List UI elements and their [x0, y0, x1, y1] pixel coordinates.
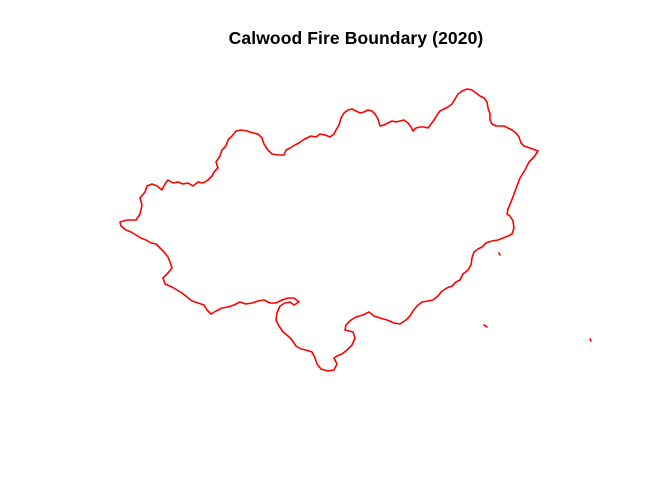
fire-spot-2 — [483, 324, 488, 328]
fire-spot-1 — [498, 252, 501, 256]
fire-perimeter-main — [119, 88, 539, 372]
fire-spot-3 — [589, 338, 592, 342]
map-title: Calwood Fire Boundary (2020) — [228, 28, 484, 48]
fire-boundary-layer — [119, 88, 592, 372]
